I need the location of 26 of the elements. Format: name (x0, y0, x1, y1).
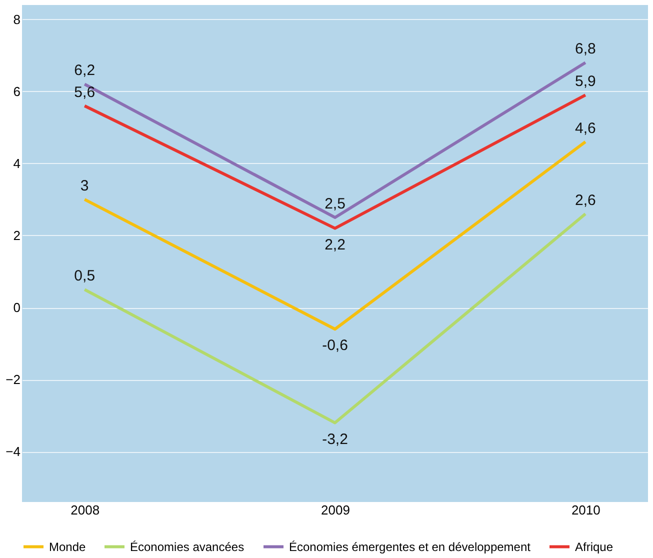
y-tick-label: 0 (13, 300, 20, 316)
data-label: 2,6 (574, 192, 596, 209)
data-label: 2,5 (324, 195, 346, 212)
data-label: 5,6 (74, 84, 96, 101)
data-label: 2,2 (324, 236, 346, 254)
data-label: 0,5 (74, 268, 96, 285)
y-tick-label: 2 (13, 228, 20, 243)
y-tick-label: −4 (6, 444, 20, 460)
legend-label: Économies avancées (130, 540, 244, 554)
y-tick-label: −2 (6, 372, 20, 388)
data-label: 6,2 (74, 62, 96, 80)
y-tick-label: 8 (13, 12, 20, 27)
data-label: 4,6 (574, 120, 596, 137)
data-label: 6,8 (574, 40, 596, 58)
legend-label: Monde (49, 540, 86, 554)
x-tick-label: 2009 (321, 502, 350, 518)
x-tick-label: 2008 (70, 502, 100, 518)
data-label: -0,6 (322, 337, 348, 354)
legend-label: Économies émergentes et en développement (289, 540, 532, 554)
y-tick-label: 6 (13, 84, 20, 99)
x-tick-label: 2010 (571, 502, 600, 518)
y-tick-label: 4 (13, 156, 20, 171)
legend-label: Afrique (575, 540, 614, 554)
data-label: 3 (80, 177, 89, 194)
data-label: 5,9 (574, 73, 596, 90)
data-label: -3,2 (322, 430, 348, 448)
